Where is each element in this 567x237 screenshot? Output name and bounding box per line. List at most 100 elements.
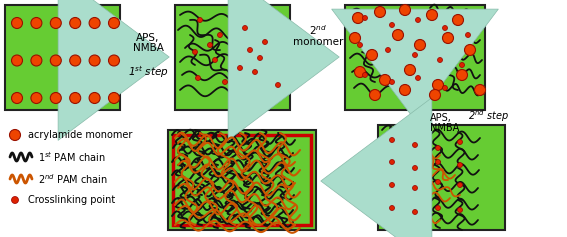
Text: 2$^{nd}$ step: 2$^{nd}$ step [468, 108, 509, 124]
Circle shape [413, 142, 417, 147]
Circle shape [366, 50, 378, 60]
Circle shape [31, 18, 42, 28]
Circle shape [433, 79, 443, 91]
Bar [345, 5, 485, 110]
Circle shape [456, 69, 468, 81]
Circle shape [70, 18, 81, 28]
Circle shape [252, 69, 257, 74]
Text: monomer: monomer [293, 37, 343, 47]
Circle shape [243, 26, 248, 31]
Circle shape [196, 76, 201, 81]
Circle shape [400, 5, 411, 15]
Circle shape [392, 29, 404, 41]
Circle shape [89, 18, 100, 28]
Text: APS,: APS, [430, 113, 452, 123]
Circle shape [257, 55, 263, 60]
Bar [175, 5, 290, 110]
Circle shape [386, 47, 391, 53]
Circle shape [108, 92, 120, 104]
Text: acrylamide monomer: acrylamide monomer [28, 130, 132, 140]
Circle shape [108, 55, 120, 66]
Circle shape [404, 64, 416, 76]
Circle shape [31, 55, 42, 66]
Circle shape [108, 18, 120, 28]
Bar [168, 130, 316, 230]
Circle shape [435, 205, 441, 210]
Text: 2$^{nd}$ PAM chain: 2$^{nd}$ PAM chain [38, 172, 108, 186]
Text: 2$^{nd}$: 2$^{nd}$ [309, 23, 327, 37]
Circle shape [349, 32, 361, 44]
Circle shape [50, 55, 61, 66]
Text: APS,: APS, [136, 33, 160, 43]
Circle shape [374, 6, 386, 18]
Circle shape [11, 18, 23, 28]
Circle shape [222, 79, 227, 85]
Circle shape [11, 55, 23, 66]
Circle shape [70, 55, 81, 66]
Circle shape [193, 50, 197, 55]
Circle shape [89, 92, 100, 104]
Circle shape [218, 32, 222, 37]
Circle shape [435, 146, 441, 150]
Circle shape [358, 42, 362, 47]
Circle shape [458, 182, 463, 187]
Circle shape [390, 79, 395, 85]
Circle shape [390, 137, 395, 142]
Circle shape [442, 26, 447, 31]
Circle shape [11, 196, 19, 204]
Circle shape [390, 182, 395, 187]
Bar [5, 5, 120, 110]
Circle shape [413, 210, 417, 214]
Circle shape [276, 82, 281, 87]
Circle shape [459, 63, 464, 68]
Text: 1$^{st}$ PAM chain: 1$^{st}$ PAM chain [38, 150, 105, 164]
Circle shape [438, 58, 442, 63]
Circle shape [353, 13, 363, 23]
Circle shape [429, 90, 441, 100]
Circle shape [466, 32, 471, 37]
Text: NMBA: NMBA [430, 123, 459, 133]
Circle shape [370, 90, 380, 100]
Circle shape [400, 85, 411, 96]
Circle shape [458, 163, 463, 168]
Circle shape [50, 18, 61, 28]
Circle shape [442, 86, 447, 91]
Circle shape [31, 92, 42, 104]
Text: 1$^{st}$ step: 1$^{st}$ step [128, 64, 168, 80]
Circle shape [414, 40, 425, 50]
Circle shape [458, 208, 463, 213]
Circle shape [390, 160, 395, 164]
Bar [378, 125, 505, 230]
Circle shape [416, 76, 421, 81]
Circle shape [413, 186, 417, 191]
Text: NMBA: NMBA [133, 43, 163, 53]
Circle shape [362, 73, 367, 77]
Circle shape [10, 129, 20, 141]
Circle shape [390, 205, 395, 210]
Circle shape [70, 92, 81, 104]
Circle shape [362, 15, 367, 20]
Circle shape [89, 55, 100, 66]
Circle shape [452, 14, 463, 26]
Circle shape [475, 85, 485, 96]
Circle shape [464, 45, 476, 55]
Circle shape [416, 18, 421, 23]
Circle shape [197, 18, 202, 23]
Circle shape [413, 165, 417, 170]
Circle shape [208, 42, 213, 47]
Circle shape [435, 160, 441, 164]
Circle shape [442, 32, 454, 44]
Circle shape [435, 179, 441, 184]
Circle shape [238, 65, 243, 70]
Circle shape [458, 140, 463, 145]
Circle shape [354, 67, 366, 77]
Circle shape [413, 53, 417, 58]
Circle shape [379, 74, 391, 86]
Circle shape [390, 23, 395, 27]
Circle shape [11, 92, 23, 104]
Circle shape [263, 40, 268, 45]
Circle shape [248, 47, 252, 53]
Circle shape [426, 9, 438, 20]
Circle shape [50, 92, 61, 104]
Bar [173, 135, 311, 225]
